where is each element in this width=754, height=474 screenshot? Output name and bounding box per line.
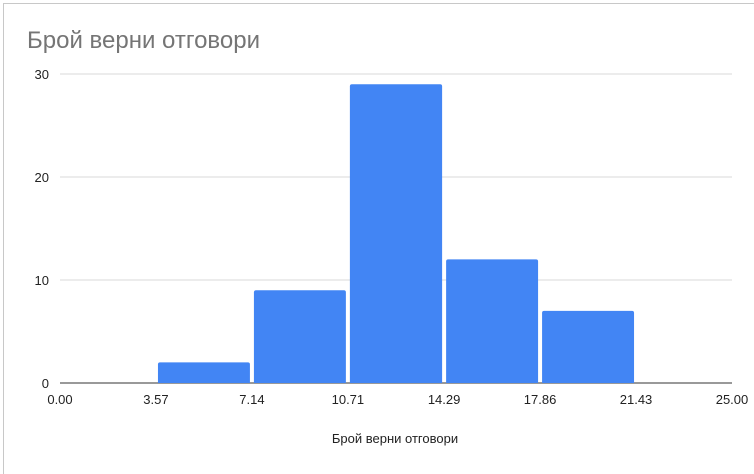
histogram-chart: Брой верни отговори 0 10 20 30 0.00 3.57 7.14… — [27, 27, 749, 446]
x-tick-label: 0.00 — [47, 392, 72, 407]
histogram-bar[interactable] — [253, 290, 346, 383]
y-tick-label: 10 — [35, 273, 49, 288]
histogram-bar[interactable] — [157, 362, 250, 383]
histogram-bar[interactable] — [542, 310, 635, 383]
x-tick-label: 25.00 — [716, 392, 749, 407]
x-axis-label: Брой верни отговори — [332, 431, 458, 446]
x-tick-label: 21.43 — [620, 392, 653, 407]
y-tick-label: 20 — [35, 170, 49, 185]
x-tick-label: 14.29 — [428, 392, 461, 407]
chart-title: Брой верни отговори — [27, 27, 260, 54]
x-tick-label: 7.14 — [239, 392, 264, 407]
histogram-bar[interactable] — [349, 84, 443, 384]
histogram-bar[interactable] — [446, 259, 539, 383]
x-tick-label: 17.86 — [524, 392, 557, 407]
y-tick-label: 30 — [35, 67, 49, 82]
x-tick-label: 3.57 — [143, 392, 168, 407]
y-tick-label: 0 — [42, 376, 49, 391]
x-tick-label: 10.71 — [332, 392, 365, 407]
